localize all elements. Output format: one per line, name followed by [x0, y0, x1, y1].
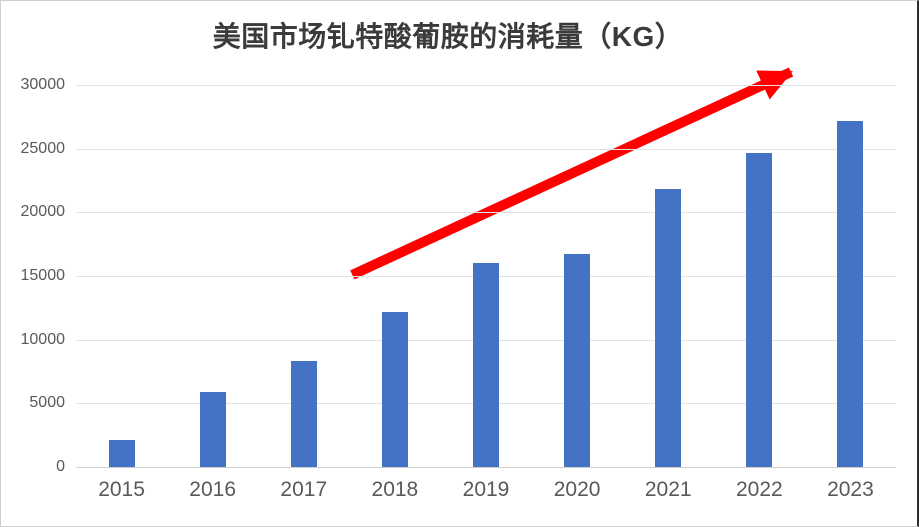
y-tick-label-0: 0: [56, 458, 65, 475]
y-tick-label-30000: 30000: [20, 76, 66, 93]
x-tick-label-2018: 2018: [371, 478, 419, 501]
gridline-20000: [76, 212, 896, 214]
x-tick-label-2022: 2022: [735, 478, 783, 501]
y-tick-label-20000: 20000: [20, 203, 66, 221]
gridline-25000: [76, 148, 896, 150]
x-tick-label-2016: 2016: [189, 478, 237, 501]
bar-2016: [199, 391, 226, 467]
x-tick-label-2021: 2021: [644, 478, 692, 501]
bar-2021: [655, 188, 682, 467]
y-tick-label-15000: 15000: [20, 267, 66, 284]
bar-2018: [381, 311, 408, 467]
x-tick-label-2020: 2020: [553, 478, 601, 501]
bar-2015: [108, 439, 135, 467]
gridline-30000: [76, 85, 896, 86]
y-tick-label-5000: 5000: [29, 394, 65, 412]
chart-title: 美国市场钆特酸葡胺的消耗量（KG）: [212, 21, 684, 52]
x-tick-label-2017: 2017: [280, 478, 328, 501]
y-tick-label-10000: 10000: [20, 330, 66, 348]
x-tick-label-2015: 2015: [98, 478, 145, 501]
gridline-0: [76, 467, 896, 468]
x-tick-label-2023: 2023: [827, 478, 874, 501]
bar-2017: [290, 361, 317, 467]
trend-arrow-line: [350, 67, 794, 280]
bar-2022: [746, 153, 773, 467]
bar-2023: [837, 120, 864, 467]
bar-2019: [473, 262, 499, 467]
y-tick-label-25000: 25000: [20, 139, 66, 157]
plot-area: [76, 67, 896, 468]
bar-2020: [564, 253, 591, 467]
x-tick-label-2019: 2019: [462, 478, 510, 501]
